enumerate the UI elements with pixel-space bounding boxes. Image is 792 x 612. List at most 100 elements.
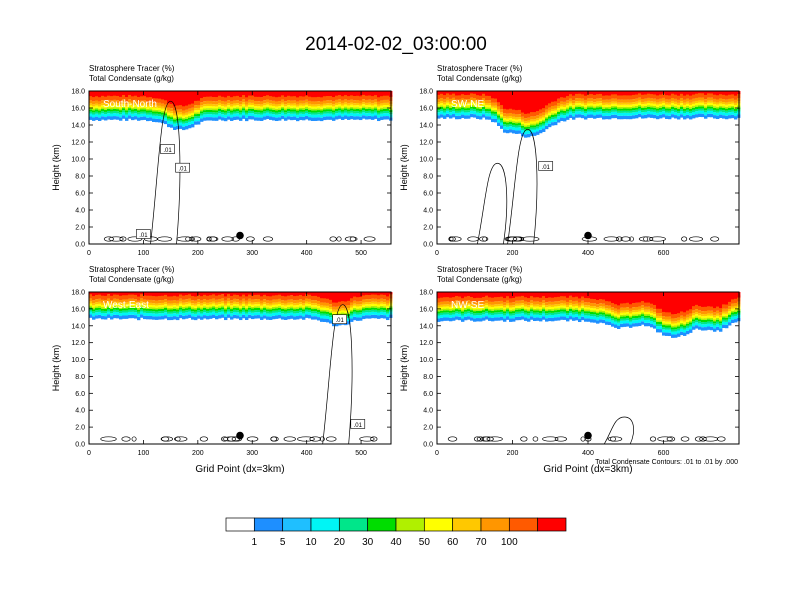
x-tick-label: 200 bbox=[192, 250, 204, 257]
tracer-field bbox=[437, 91, 741, 138]
panel-label-tracer: Stratosphere Tracer (%) bbox=[437, 265, 523, 274]
y-tick-label: 4.0 bbox=[75, 208, 85, 215]
colorbar-swatch bbox=[423, 517, 454, 532]
colorbar-label: 60 bbox=[447, 537, 459, 548]
panel-label-tracer: Stratosphere Tracer (%) bbox=[89, 64, 175, 73]
contour-label: .01 bbox=[178, 167, 187, 173]
colorbar-swatch bbox=[395, 517, 425, 532]
colorbar-swatch bbox=[367, 517, 397, 532]
y-tick-label: 0.0 bbox=[75, 242, 85, 249]
y-tick-label: 2.0 bbox=[75, 425, 85, 432]
panels-group: Stratosphere Tracer (%)Total Condensate … bbox=[51, 64, 741, 475]
colorbar-swatch bbox=[508, 517, 539, 532]
contour-label: .01 bbox=[354, 423, 363, 429]
y-tick-label: 6.0 bbox=[423, 191, 433, 198]
y-axis-label: Height (km) bbox=[51, 345, 61, 392]
y-tick-label: 18.0 bbox=[71, 290, 85, 297]
y-tick-label: 14.0 bbox=[419, 123, 433, 130]
x-tick-label: 400 bbox=[582, 450, 594, 457]
colorbar-label: 70 bbox=[475, 537, 487, 548]
x-tick-label: 0 bbox=[87, 450, 91, 457]
y-tick-label: 0.0 bbox=[423, 442, 433, 449]
condensate-contours bbox=[100, 304, 378, 445]
colorbar-label: 40 bbox=[390, 537, 402, 548]
y-tick-label: 10.0 bbox=[419, 157, 433, 164]
panel-label-condensate: Total Condensate (g/kg) bbox=[89, 74, 174, 83]
contour-label: .01 bbox=[139, 233, 148, 239]
x-tick-label: 200 bbox=[507, 250, 519, 257]
y-tick-label: 2.0 bbox=[423, 225, 433, 232]
y-tick-label: 6.0 bbox=[423, 391, 433, 398]
x-tick-label: 100 bbox=[138, 250, 150, 257]
x-tick-label: 400 bbox=[582, 250, 594, 257]
colorbar: 1 5 10 20 30 40 50 60 70 100 bbox=[225, 517, 567, 548]
panel-title: NW-SE bbox=[451, 300, 484, 311]
y-tick-label: 16.0 bbox=[71, 306, 85, 313]
y-tick-label: 4.0 bbox=[75, 408, 85, 415]
x-tick-label: 0 bbox=[435, 450, 439, 457]
y-tick-label: 18.0 bbox=[419, 290, 433, 297]
y-tick-label: 8.0 bbox=[423, 174, 433, 181]
y-tick-label: 10.0 bbox=[71, 157, 85, 164]
y-tick-label: 10.0 bbox=[71, 357, 85, 364]
colorbar-label: 20 bbox=[334, 537, 346, 548]
x-tick-label: 200 bbox=[192, 450, 204, 457]
colorbar-label: 10 bbox=[305, 537, 317, 548]
panel-sw-ne: Stratosphere Tracer (%)Total Condensate … bbox=[399, 64, 741, 257]
contour-label: .01 bbox=[542, 165, 551, 171]
panel-label-tracer: Stratosphere Tracer (%) bbox=[437, 64, 523, 73]
panel-label-condensate: Total Condensate (g/kg) bbox=[89, 275, 174, 284]
y-tick-label: 4.0 bbox=[423, 408, 433, 415]
x-tick-label: 300 bbox=[246, 250, 258, 257]
x-tick-label: 400 bbox=[301, 250, 313, 257]
y-tick-label: 0.0 bbox=[75, 442, 85, 449]
condensate-contours bbox=[447, 416, 726, 445]
colorbar-swatch bbox=[310, 517, 340, 532]
y-axis-label: Height (km) bbox=[399, 345, 409, 392]
x-tick-label: 600 bbox=[658, 450, 670, 457]
x-tick-label: 100 bbox=[138, 450, 150, 457]
y-axis-label: Height (km) bbox=[51, 144, 61, 191]
y-tick-label: 14.0 bbox=[419, 323, 433, 330]
figure-title: 2014-02-02_03:00:00 bbox=[305, 34, 487, 55]
y-tick-label: 12.0 bbox=[419, 140, 433, 147]
x-tick-label: 0 bbox=[87, 250, 91, 257]
y-tick-label: 4.0 bbox=[423, 208, 433, 215]
panel-west-east: Stratosphere Tracer (%)Total Condensate … bbox=[51, 265, 393, 475]
panel-nw-se: Stratosphere Tracer (%)Total Condensate … bbox=[399, 265, 741, 475]
location-marker bbox=[584, 231, 592, 240]
y-tick-label: 10.0 bbox=[419, 357, 433, 364]
x-tick-label: 0 bbox=[435, 250, 439, 257]
y-tick-label: 16.0 bbox=[71, 106, 85, 113]
y-tick-label: 12.0 bbox=[419, 340, 433, 347]
tracer-field bbox=[89, 91, 393, 131]
colorbar-label: 50 bbox=[419, 537, 431, 548]
colorbar-swatch bbox=[225, 517, 255, 532]
y-tick-label: 14.0 bbox=[71, 123, 85, 130]
panel-title: SW-NE bbox=[451, 99, 484, 110]
y-tick-label: 0.0 bbox=[423, 242, 433, 249]
y-tick-label: 18.0 bbox=[419, 89, 433, 96]
y-tick-label: 8.0 bbox=[423, 374, 433, 381]
colorbar-swatch bbox=[282, 517, 312, 532]
colorbar-label: 100 bbox=[501, 537, 518, 548]
panel-title: South-North bbox=[103, 99, 157, 110]
location-marker bbox=[236, 431, 244, 440]
colorbar-swatch bbox=[480, 517, 510, 532]
colorbar-label: 1 bbox=[252, 537, 258, 548]
contour-note: Total Condensate Contours: .01 to .01 by… bbox=[595, 459, 738, 466]
colorbar-swatch bbox=[537, 517, 567, 532]
panel-label-condensate: Total Condensate (g/kg) bbox=[437, 275, 522, 284]
colorbar-swatch bbox=[452, 517, 482, 532]
y-tick-label: 16.0 bbox=[419, 106, 433, 113]
y-tick-label: 14.0 bbox=[71, 323, 85, 330]
colorbar-label: 30 bbox=[362, 537, 374, 548]
x-axis-label: Grid Point (dx=3km) bbox=[543, 464, 632, 475]
panel-south-north: Stratosphere Tracer (%)Total Condensate … bbox=[51, 64, 393, 257]
y-tick-label: 12.0 bbox=[71, 340, 85, 347]
y-tick-label: 2.0 bbox=[423, 425, 433, 432]
condensate-contours bbox=[448, 128, 720, 245]
colorbar-swatch bbox=[253, 517, 284, 532]
tracer-field bbox=[437, 292, 741, 338]
